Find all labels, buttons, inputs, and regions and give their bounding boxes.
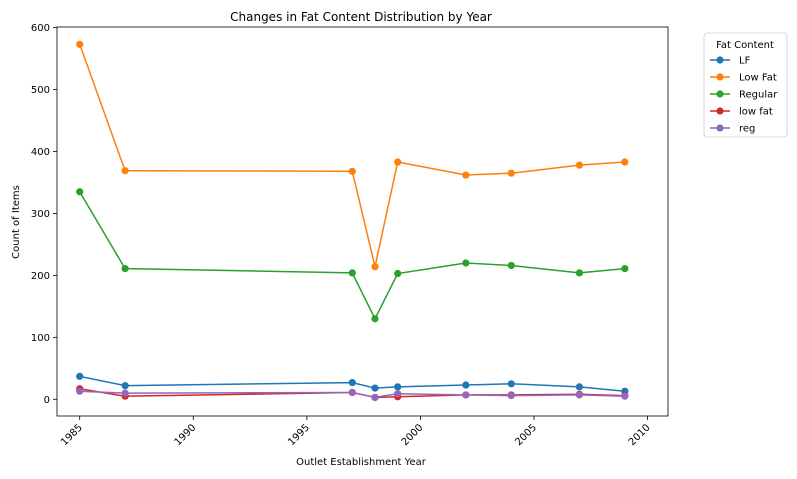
- legend-label: low fat: [739, 107, 773, 118]
- data-point: [621, 264, 629, 273]
- data-point: [575, 161, 584, 169]
- legend-item: reg: [710, 124, 755, 135]
- legend-item: Regular: [710, 90, 778, 101]
- y-tick-label: 600: [31, 23, 50, 34]
- data-point: [76, 40, 84, 48]
- data-point: [348, 388, 356, 397]
- data-point: [575, 269, 584, 277]
- x-tick-label: 2000: [400, 422, 426, 448]
- x-axis: 1985 1990 1995 2000 2005 2010: [59, 416, 653, 448]
- data-point: [462, 391, 470, 399]
- data-point: [121, 389, 129, 397]
- legend-label: reg: [739, 124, 755, 135]
- series-regular: [76, 188, 629, 323]
- x-tick-label: 2005: [513, 422, 539, 448]
- data-point: [394, 383, 402, 391]
- data-point: [371, 384, 379, 392]
- data-point: [621, 158, 629, 166]
- data-point: [76, 387, 84, 395]
- plot-frame: [56, 26, 669, 417]
- data-point: [121, 167, 129, 175]
- data-point: [575, 383, 584, 391]
- legend-label: LF: [739, 56, 751, 67]
- series-layer: [76, 40, 629, 402]
- data-point: [507, 261, 515, 270]
- x-tick-label: 1995: [286, 422, 312, 448]
- data-point: [394, 390, 402, 398]
- data-point: [462, 259, 470, 267]
- y-tick-label: 0: [44, 395, 50, 406]
- data-point: [621, 392, 629, 400]
- legend-items: LF Low Fat Regular low fat reg: [710, 56, 778, 135]
- data-point: [348, 378, 356, 387]
- data-point: [507, 380, 515, 388]
- series-low-fat: [76, 40, 629, 271]
- data-point: [394, 158, 402, 166]
- chart-title: Changes in Fat Content Distribution by Y…: [230, 10, 492, 24]
- data-point: [371, 263, 379, 271]
- data-point: [348, 269, 356, 277]
- y-tick-label: 100: [31, 333, 50, 344]
- legend-label: Low Fat: [739, 73, 777, 84]
- legend-title: Fat Content: [716, 40, 774, 51]
- legend-item: LF: [710, 56, 751, 67]
- legend-item: Low Fat: [710, 73, 777, 84]
- x-tick-label: 1990: [173, 422, 199, 448]
- series-reg: [76, 387, 629, 402]
- legend-marker: [716, 124, 724, 132]
- y-tick-label: 400: [31, 147, 50, 158]
- legend-marker: [716, 73, 724, 81]
- legend-marker: [716, 56, 724, 64]
- y-tick-label: 500: [31, 85, 50, 96]
- y-axis: 0 100 200 300 400 500 600: [31, 23, 57, 406]
- y-tick-label: 300: [31, 209, 50, 220]
- data-point: [462, 381, 470, 389]
- y-tick-label: 200: [31, 271, 50, 282]
- legend-marker: [716, 90, 724, 98]
- series-line: [78, 44, 625, 267]
- data-point: [121, 382, 129, 390]
- data-point: [371, 393, 379, 402]
- x-tick-label: 1985: [59, 422, 85, 448]
- data-point: [76, 188, 84, 196]
- legend-item: low fat: [710, 107, 773, 118]
- data-point: [507, 169, 515, 177]
- data-point: [121, 264, 129, 273]
- data-point: [76, 372, 84, 380]
- data-point: [394, 269, 402, 278]
- data-point: [462, 171, 470, 179]
- y-axis-label: Count of Items: [11, 185, 22, 259]
- legend-label: Regular: [739, 90, 778, 101]
- data-point: [348, 167, 356, 175]
- plot-area: [56, 26, 669, 417]
- legend: Fat Content LF Low Fat Regular low fat reg: [703, 32, 788, 138]
- data-point: [371, 315, 379, 323]
- data-point: [575, 391, 584, 399]
- data-point: [507, 391, 515, 400]
- legend-marker: [716, 107, 724, 115]
- x-tick-label: 2010: [627, 422, 653, 448]
- series-line: [79, 191, 625, 321]
- x-axis-label: Outlet Establishment Year: [296, 457, 427, 468]
